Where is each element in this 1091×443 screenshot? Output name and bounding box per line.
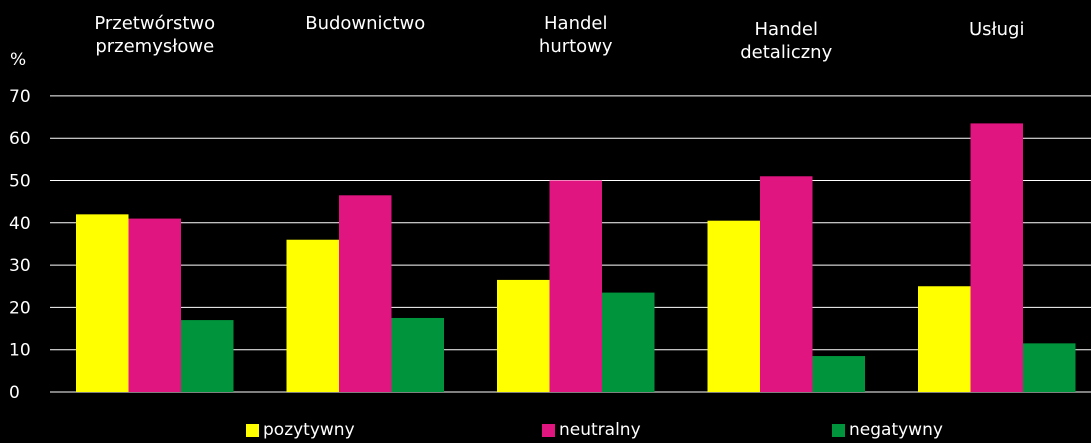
legend: pozytywny neutralny negatywny bbox=[0, 420, 1091, 442]
bar-pozytywny-1 bbox=[286, 239, 339, 392]
bar-neutralny-1 bbox=[339, 195, 392, 392]
legend-item-neutralny: neutralny bbox=[542, 420, 641, 440]
bar-negatywny-1 bbox=[391, 317, 444, 392]
bar-neutralny-4 bbox=[970, 123, 1023, 393]
category-label-4: Usługi bbox=[968, 19, 1025, 40]
y-tick-label-30: 30 bbox=[9, 256, 31, 276]
bar-pozytywny-4 bbox=[918, 286, 971, 392]
legend-item-negatywny: negatywny bbox=[832, 420, 943, 440]
y-tick-label-40: 40 bbox=[9, 214, 31, 234]
legend-label-neutralny: neutralny bbox=[559, 420, 641, 440]
y-tick-label-20: 20 bbox=[9, 298, 31, 318]
y-tick-label-70: 70 bbox=[9, 87, 31, 107]
bar-neutralny-2 bbox=[549, 180, 602, 392]
y-axis-label: % bbox=[10, 50, 27, 70]
bar-neutralny-0 bbox=[128, 218, 181, 392]
legend-item-pozytywny: pozytywny bbox=[246, 420, 355, 440]
category-label-1: Budownictwo bbox=[305, 13, 426, 34]
legend-swatch-negatywny bbox=[832, 423, 845, 437]
bar-negatywny-4 bbox=[1023, 343, 1076, 392]
bar-pozytywny-0 bbox=[76, 214, 129, 392]
bar-negatywny-2 bbox=[602, 292, 655, 392]
bar-neutralny-3 bbox=[760, 176, 813, 392]
y-tick-label-0: 0 bbox=[9, 383, 20, 403]
bar-pozytywny-3 bbox=[707, 220, 760, 392]
legend-label-negatywny: negatywny bbox=[849, 420, 943, 440]
bar-pozytywny-2 bbox=[497, 279, 550, 392]
bar-negatywny-3 bbox=[812, 356, 865, 392]
legend-label-pozytywny: pozytywny bbox=[263, 420, 355, 440]
y-tick-label-60: 60 bbox=[9, 129, 31, 149]
bar-negatywny-0 bbox=[181, 320, 234, 392]
legend-swatch-pozytywny bbox=[246, 423, 259, 437]
y-tick-label-10: 10 bbox=[9, 341, 31, 361]
category-label-2: Handel hurtowy bbox=[538, 13, 613, 57]
y-tick-label-50: 50 bbox=[9, 172, 31, 192]
category-label-3: Handel detaliczny bbox=[740, 19, 833, 63]
category-label-0: Przetwórstwo przemysłowe bbox=[94, 13, 216, 57]
legend-swatch-neutralny bbox=[542, 423, 555, 437]
